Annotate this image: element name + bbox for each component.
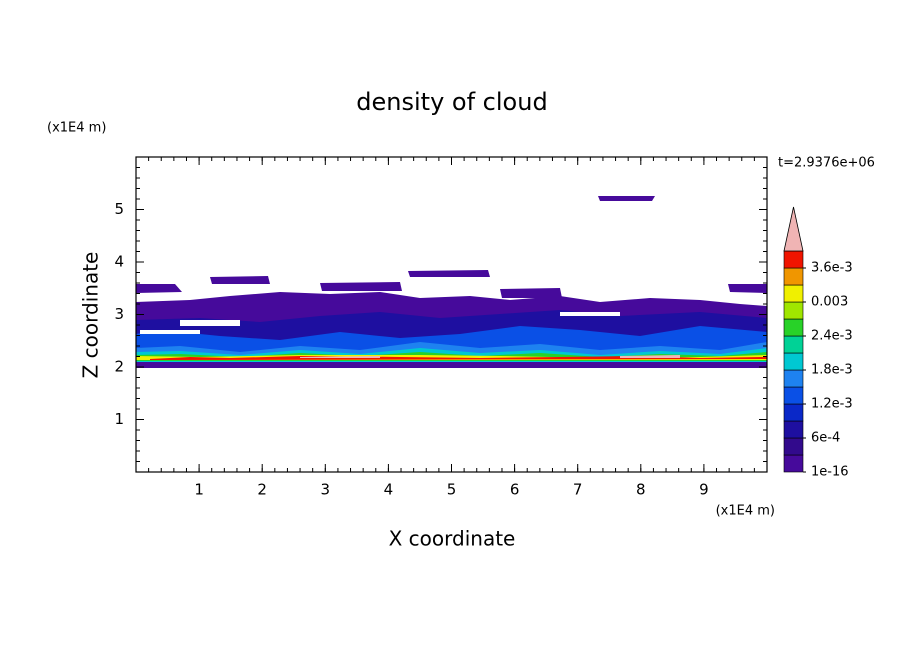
chart-title: density of cloud	[356, 88, 547, 116]
colorbar-band	[783, 267, 804, 286]
y-tick-label: 5	[114, 200, 124, 218]
colorbar-band	[783, 250, 804, 269]
x-tick-label: 4	[384, 481, 394, 499]
colorbar-extension	[783, 206, 804, 252]
x-unit: (x1E4 m)	[716, 504, 775, 519]
x-tick-label: 5	[447, 481, 457, 499]
y-tick-label: 1	[114, 410, 124, 428]
colorbar-tick-label: 3.6e-3	[811, 261, 853, 276]
x-tick-label: 1	[194, 481, 204, 499]
colorbar-tick-label: 1.2e-3	[811, 397, 853, 412]
x-tick-label: 3	[321, 481, 331, 499]
colorbar-band	[783, 454, 804, 473]
colorbar-band	[783, 420, 804, 439]
colorbar-band	[783, 318, 804, 337]
colorbar-tick-label: 6e-4	[811, 431, 840, 446]
colorbar-tick-label: 2.4e-3	[811, 329, 853, 344]
x-tick-label: 2	[257, 481, 267, 499]
x-tick-label: 8	[636, 481, 646, 499]
contour-field	[136, 196, 767, 368]
colorbar-band	[783, 284, 804, 303]
y-tick-label: 2	[114, 358, 124, 376]
x-tick-label: 6	[510, 481, 520, 499]
colorbar-band	[783, 335, 804, 354]
x-tick-label: 9	[699, 481, 709, 499]
y-axis-label: Z coordinate	[79, 252, 103, 379]
colorbar-tick-label: 1e-16	[811, 465, 849, 480]
colorbar-band	[783, 301, 804, 320]
contour-band	[300, 355, 680, 358]
y-tick-label: 3	[114, 305, 124, 323]
colorbar-band	[783, 437, 804, 456]
annotation: t=2.9376e+06	[778, 156, 875, 171]
x-tick-label: 7	[573, 481, 583, 499]
colorbar-band	[783, 352, 804, 371]
y-unit: (x1E4 m)	[47, 121, 106, 136]
colorbar-tick-label: 0.003	[811, 295, 848, 310]
colorbar-tick-label: 1.8e-3	[811, 363, 853, 378]
colorbar-band	[783, 369, 804, 388]
colorbar-band	[783, 403, 804, 422]
colorbar-band	[783, 386, 804, 405]
contour-gap	[140, 312, 620, 334]
y-tick-label: 4	[114, 253, 124, 271]
x-axis-label: X coordinate	[389, 527, 516, 551]
contour-band	[136, 196, 767, 298]
